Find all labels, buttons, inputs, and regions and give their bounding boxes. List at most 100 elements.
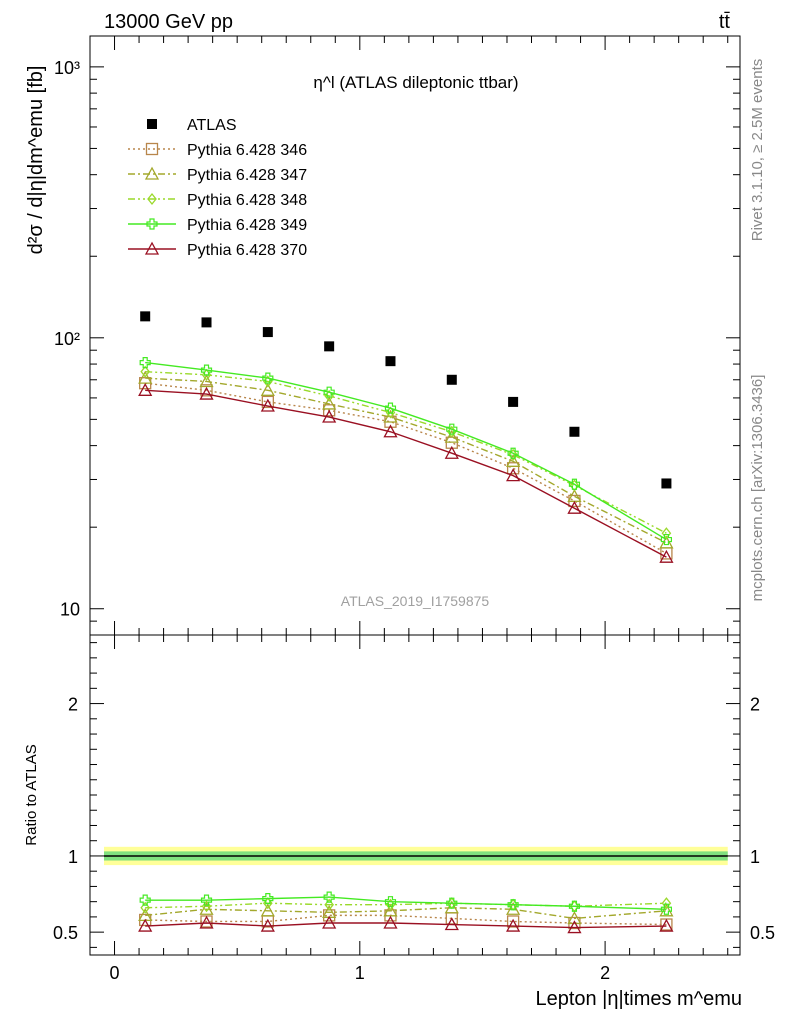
legend: ATLAS Pythia 6.428 346 Pythia 6.428 347 Pyt… [128,117,307,259]
ratio-point [659,918,674,932]
ratio-point [568,900,581,912]
data-point [383,424,398,438]
data-point [508,448,518,461]
x-tick-label: 0 [110,963,120,983]
rivet-version-label: Rivet 3.1.10, ≥ 2.5M events [749,59,766,242]
legend-label: Pythia 6.428 348 [187,192,307,209]
plot-title: η^l (ATLAS dileptonic ttbar) [313,73,518,92]
ratio-point [444,900,459,914]
data-point [385,406,396,419]
data-point [260,398,275,412]
data-point [138,382,153,396]
data-point [661,527,672,540]
data-point [659,549,674,563]
series-line [145,370,667,534]
y-axis-label-main: d²σ / d|η|dm^emu [fb] [25,66,47,255]
ratio-y-tick-label: 0.5 [53,923,78,943]
data-point [567,500,582,514]
data-point [506,468,521,482]
ratio-point [384,896,397,908]
ratio-point [260,918,275,932]
data-point [322,396,337,410]
data-point [506,453,521,467]
legend-marker [145,142,159,156]
data-point [201,368,212,381]
ratio-point [324,898,334,911]
ratio-point [138,918,153,932]
data-point [262,372,274,384]
data-point [199,374,214,388]
ratio-point [199,901,214,915]
ratio-point [446,897,458,909]
data-point [201,317,212,328]
ratio-point [260,903,275,917]
data-point [200,364,213,376]
ratio-series-3 [139,891,673,915]
data-point [659,535,674,549]
series-line [145,382,667,555]
ratio-line [145,902,667,909]
y-tick-label: 10 [60,600,80,620]
ratio-y-tick-label-right: 1 [750,847,760,867]
ratio-line [145,896,667,910]
ratio-point [567,920,582,934]
legend-marker [144,166,160,180]
data-point [568,478,581,490]
legend-label: Pythia 6.428 347 [187,167,307,184]
x-tick-label: 2 [600,963,610,983]
data-point [139,357,151,369]
ratio-y-tick-label: 2 [68,695,78,715]
ratio-reference-band [104,846,728,866]
ratio-point [506,918,521,932]
ratio-point [199,915,214,929]
data-point [324,341,335,352]
data-point [660,533,673,546]
data-point [444,445,459,459]
legend-marker [144,241,160,255]
data-point [661,478,672,489]
series-4 [139,357,673,546]
ratio-line [145,922,667,929]
analysis-watermark: ATLAS_2019_I1759875 [341,593,490,609]
series-5 [138,382,674,563]
series-line [145,377,667,544]
ratio-point [200,894,213,906]
data-point [323,404,336,417]
x-axis-label: Lepton |η|times m^emu [535,988,742,1010]
main-panel: 10 10² 10³ ATLAS_2019_I1759875 η^l (ATLAS … [25,35,741,636]
y-axis-label-ratio: Ratio to ATLAS [23,744,40,845]
series-2 [138,370,674,549]
ratio-point [444,917,459,931]
data-point [569,426,580,437]
main-series-group [138,311,674,563]
ratio-point [262,897,273,910]
ratio-point [262,893,274,905]
data-point [385,356,396,367]
main-axis-ticks: 10 10² 10³ [54,36,740,636]
data-point [322,409,337,423]
data-point [261,395,274,409]
ratio-y-tick-label: 1 [68,847,78,867]
legend-label: Pythia 6.428 346 [187,142,307,159]
ratio-point [139,894,151,906]
legend-label: Pythia 6.428 349 [187,217,307,234]
y-tick-label: 10³ [54,58,80,78]
data-point [262,327,273,338]
legend-label: Pythia 6.428 370 [187,242,307,259]
series-1 [139,377,673,560]
data-point [446,423,458,435]
ratio-point [661,897,672,910]
ratio-point [385,898,396,911]
ratio-line [145,907,667,920]
data-point [199,386,214,400]
data-point [446,374,457,385]
ratio-y-tick-label-right: 0.5 [750,923,775,943]
data-point [200,384,213,397]
data-point [383,409,398,423]
ratio-point [659,903,674,917]
legend-marker [147,192,157,206]
data-point [569,479,580,492]
series-3 [140,365,672,540]
legend-label: ATLAS [187,117,237,134]
